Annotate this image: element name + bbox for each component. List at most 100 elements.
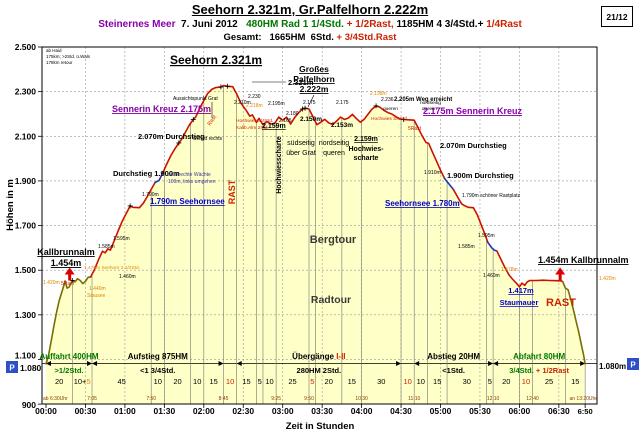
y-axis-tick-label: 1.100 — [15, 350, 37, 360]
chart-annotation: Bergtour — [310, 234, 357, 246]
chart-annotation: Seehorn 2.321m — [170, 53, 262, 67]
phase-arrowhead — [396, 361, 402, 366]
chart-annotation: Rast — [207, 114, 219, 127]
profile-line-hike — [162, 84, 446, 179]
profile-line-steep — [486, 241, 498, 252]
phase-arrowhead — [493, 361, 499, 366]
chart-annotation: 2.210m — [234, 100, 251, 106]
chart-annotation: Hochwies 3/4Std. — [371, 116, 408, 122]
profile-line-steep — [154, 171, 164, 184]
chart-annotation: 1.454m Kallbrunnalm — [538, 255, 629, 265]
chart-annotation: 2.230 — [248, 94, 261, 100]
parking-badge-label: P — [630, 361, 636, 370]
bike-summary: 480HM Rad 1 1/4Std. — [246, 19, 344, 31]
chart-annotation: 1.460m — [483, 273, 500, 279]
x-axis-tick-label: 03:00 — [272, 406, 294, 416]
segment-minutes-label: 15 — [571, 377, 579, 386]
chart-annotation: 2.222m — [300, 84, 329, 94]
chart-annotation: 2.218m — [246, 103, 263, 109]
subtitle-line: Steinernes Meer 7. Juni 2012 480HM Rad 1… — [20, 19, 600, 32]
profile-line-bike — [45, 276, 92, 365]
x-axis-tick-label: 06:00 — [509, 406, 531, 416]
phase-arrowhead — [414, 361, 420, 366]
parking-badge-label: P — [9, 364, 15, 373]
chart-annotation: 2.205m Weg erreicht — [394, 97, 452, 103]
chart-annotation: 2.070m Durchstieg — [138, 132, 205, 141]
chart-annotation: 2.159m — [262, 123, 286, 130]
clock-time-label: 12:10 — [487, 396, 500, 402]
start-elevation-label: 1.080 — [20, 363, 42, 373]
segment-minutes-label: 5 — [310, 377, 314, 386]
segment-minutes-label: 15 — [433, 377, 441, 386]
segment-minutes-label: 20 — [173, 377, 181, 386]
chart-annotation: Staumauer — [500, 298, 539, 307]
hike-rest: 1/4Rast — [486, 19, 522, 31]
chart-annotation: Hochwies- — [348, 146, 384, 153]
segment-minutes-label: 5 — [258, 377, 262, 386]
waypoint-arrow-icon — [64, 267, 75, 275]
chart-annotation: Durchstieg 1.900m — [113, 169, 180, 178]
y-axis-tick-label: 1.500 — [15, 265, 37, 275]
chart-annotation: RAST — [546, 297, 576, 309]
clock-time-label: 9:50 — [304, 396, 314, 402]
waypoint-arrow-icon — [68, 274, 72, 281]
chart-header: Seehorn 2.321m, Gr.Palfelhorn 2.222m Ste… — [20, 2, 600, 44]
annotation-pointer-line — [307, 94, 315, 108]
segment-minutes-label: 20 — [325, 377, 333, 386]
chart-annotation: senkrechte Wächte — [168, 172, 211, 178]
x-axis-tick-label: 01:30 — [153, 406, 175, 416]
chart-annotation: 1.595m — [113, 236, 130, 242]
chart-annotation: 1.420m — [43, 280, 60, 286]
phase-label: Abstieg 20HM — [427, 352, 480, 361]
x-axis-tick-label: 04:00 — [351, 406, 373, 416]
y-axis-tick-label: 900 — [22, 400, 36, 410]
phase-arrowhead — [580, 361, 586, 366]
chart-annotation: 2.070m Durchstieg — [440, 141, 507, 150]
phase-arrowhead — [236, 361, 242, 366]
chart-annotation: 1.910m — [424, 170, 441, 176]
chart-annotation: 1.900m Durchstieg — [447, 171, 514, 180]
chart-annotation: RAST — [227, 179, 237, 204]
bike-rest: + 1/2Rast, — [346, 19, 394, 31]
y-axis-tick-label: 1.300 — [15, 310, 37, 320]
profile-line-hike — [496, 250, 564, 288]
phase-duration-label: 3/4Std. + 1/2Rast — [509, 366, 569, 375]
x-axis-title: Zeit in Stunden — [286, 421, 355, 432]
chart-annotation: ab Haid — [46, 48, 62, 53]
clock-time-label: 8:45 — [219, 396, 229, 402]
chart-annotation: Stausee — [87, 293, 106, 299]
y-axis-tick-label: 1.900 — [15, 176, 37, 186]
phase-label: Aufstieg 875HM — [128, 352, 188, 361]
phase-duration-label: <1 3/4Std. — [140, 366, 175, 375]
chart-annotation: südseitig — [287, 140, 315, 147]
clock-time-label: ab 6:30Uhr — [43, 396, 68, 402]
chart-annotation: 2.175 — [303, 100, 316, 106]
phase-duration-label: 280HM 2Std. — [297, 366, 342, 375]
segment-minutes-label: 10 — [193, 377, 201, 386]
chart-annotation: 2.236 — [381, 97, 394, 103]
chart-annotation: Palfelhorn — [293, 74, 335, 84]
region-label: Steinernes Meer — [98, 19, 176, 31]
y-axis-tick-label: 2.300 — [15, 87, 37, 97]
y-axis-tick-label: 2.100 — [15, 131, 37, 141]
profile-line-steep — [443, 177, 455, 191]
segment-minutes-label: 30 — [377, 377, 385, 386]
x-axis-tick-label: 02:00 — [193, 406, 215, 416]
segment-minutes-label: 5 — [488, 377, 492, 386]
chart-annotation: 2.150m — [300, 116, 322, 123]
phase-duration-label: >1/2Std. — [55, 366, 84, 375]
chart-annotation: Schutt rechts — [193, 136, 223, 142]
x-axis-tick-label: 04:30 — [390, 406, 412, 416]
chart-annotation: 1.790m schöner Rastplatz — [462, 193, 521, 199]
phase-duration-label: <1Std. — [442, 366, 465, 375]
x-axis-tick-label: 03:30 — [311, 406, 333, 416]
chart-annotation: 1.440m — [89, 286, 106, 292]
chart-annotation: 2.175 — [336, 100, 349, 106]
segment-minutes-label: 10 — [522, 377, 530, 386]
clock-time-label: 11:10 — [408, 396, 420, 402]
x-axis-tick-label: 05:00 — [430, 406, 452, 416]
phase-arrowhead — [218, 361, 224, 366]
chart-annotation: queren — [383, 106, 398, 112]
chart-annotation: Radtour — [311, 294, 351, 306]
